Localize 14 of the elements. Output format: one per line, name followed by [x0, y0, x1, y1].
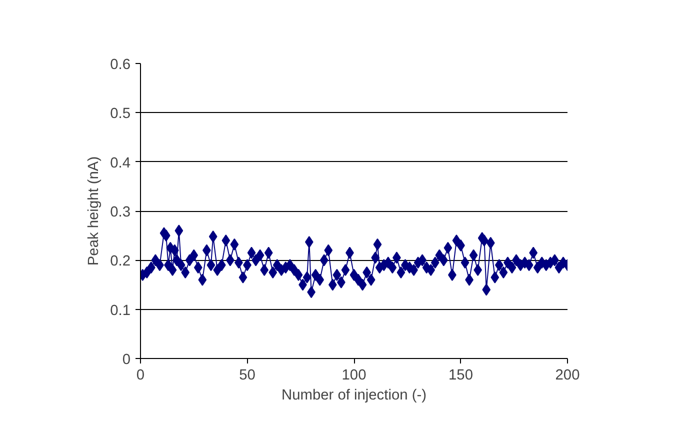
y-axis-title: Peak height (nA) — [86, 156, 102, 266]
y-tick-label: 0.6 — [110, 57, 130, 73]
x-tick-label: 50 — [239, 368, 256, 384]
y-tick-label: 0.2 — [110, 254, 130, 270]
y-tick-label: 0.3 — [110, 204, 130, 220]
x-tick-label: 200 — [555, 368, 580, 384]
x-tick-label: 150 — [448, 368, 473, 384]
y-tick-label: 0.1 — [110, 302, 130, 319]
y-tick-label: 0 — [122, 352, 131, 368]
x-axis-title: Number of injection (-) — [282, 388, 426, 404]
x-tick-label: 100 — [342, 368, 366, 384]
x-tick-label: 0 — [136, 368, 145, 384]
y-tick-label: 0.4 — [110, 155, 130, 172]
y-tick-label: 0.5 — [110, 106, 130, 122]
